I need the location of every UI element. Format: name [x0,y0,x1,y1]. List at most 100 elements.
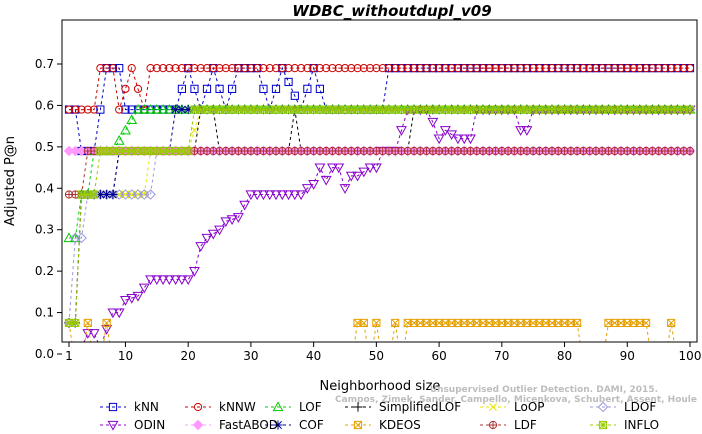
series-line [69,109,690,324]
data-point [96,64,105,73]
data-point [303,84,312,93]
data-point [352,171,363,182]
data-point [138,103,150,114]
data-point [604,64,613,73]
x-tick-label: 90 [620,349,635,363]
data-point [441,64,450,73]
data-point [296,64,306,73]
data-point [685,146,695,156]
data-point [89,105,99,114]
data-point [566,64,575,73]
data-point [629,64,638,73]
legend-item-knn: kNN [100,400,159,414]
data-point [78,361,85,368]
data-point [422,64,431,73]
y-axis-label: Adjusted P@n [3,136,18,226]
legend-label: LOF [299,400,322,414]
data-point [138,283,150,294]
data-point [83,318,92,328]
series-kdeos [64,318,676,368]
data-point [416,64,425,73]
data-point [315,64,325,73]
data-point [77,344,86,352]
data-point [221,64,230,73]
x-tick-label: 1 [65,349,73,363]
data-point [177,104,187,115]
data-point [165,64,174,73]
legend-label: SimplifiedLOF [379,400,461,414]
data-point [207,229,219,240]
data-point [146,64,155,73]
series-line [69,109,690,324]
data-point [308,180,320,190]
data-point [271,84,281,93]
legend-item-lof: LOF [265,400,322,414]
data-point [529,64,538,73]
data-point [328,64,337,73]
legend-label: ODIN [134,418,165,432]
data-point [521,126,533,136]
data-point [315,84,325,93]
data-point [102,318,111,328]
data-point [184,146,193,156]
series-line [69,66,690,111]
x-axis: 1 10 20 30 40 50 60 70 80 90 100 [65,342,701,363]
legend-label: KDEOS [379,418,421,432]
legend-item-knnw: kNNW [185,400,256,414]
x-tick-label: 50 [369,349,384,363]
x-tick-label: 70 [494,349,509,363]
data-point [192,419,204,431]
data-point [398,361,405,368]
data-point [107,308,119,319]
data-point [391,318,400,328]
data-point [673,64,682,73]
data-point [113,135,125,145]
data-point [655,361,662,368]
x-tick-label: 20 [181,349,196,363]
data-point [132,103,144,114]
data-point [126,114,138,125]
data-point [560,64,569,73]
data-point [271,64,281,73]
data-point [222,361,229,368]
chart-title: WDBC_withoutdupl_v09 [292,2,491,20]
data-point [210,361,217,368]
data-point [183,104,193,115]
data-point [685,105,695,114]
data-point [327,163,338,174]
data-point [660,64,670,73]
data-point [649,361,656,368]
data-point [301,184,313,194]
y-tick-label: 0.7 [35,57,54,71]
data-point [365,64,375,73]
data-point [259,84,268,93]
data-point [202,84,212,93]
data-point [641,64,651,73]
data-point [260,361,267,368]
data-point [113,308,125,319]
data-point [203,361,210,368]
data-point [489,403,497,411]
data-point [176,275,188,286]
data-point [279,361,286,368]
data-point [265,64,274,73]
data-point [159,361,166,368]
data-point [97,361,104,368]
data-point [428,64,437,73]
y-tick-label: 0.3 [35,223,54,237]
data-point [90,361,97,368]
x-tick-label: 100 [679,349,702,363]
legend-label: LoOP [514,400,545,414]
data-point [77,105,86,114]
data-point [134,361,141,368]
data-point [434,64,444,73]
data-point [353,402,363,412]
data-point [216,361,223,368]
watermark-line-2: Campos, Zimek, Sander, Campello, Micenko… [335,395,697,405]
data-point [466,64,475,73]
data-point [472,64,481,73]
data-point [182,275,194,286]
data-point [598,420,608,430]
data-point [195,242,207,252]
data-point [177,84,187,93]
